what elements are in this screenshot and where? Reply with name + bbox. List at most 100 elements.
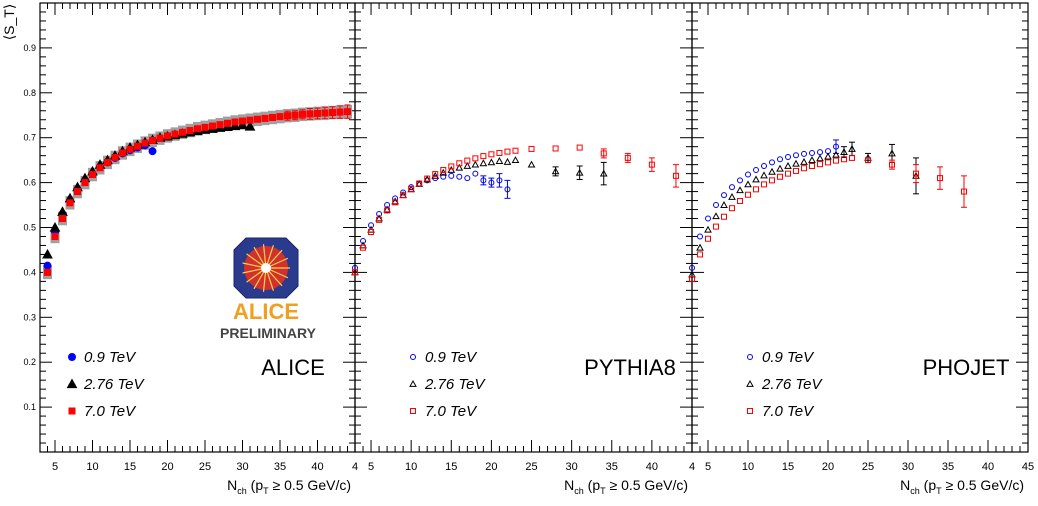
- data-point: [246, 116, 254, 124]
- legend-label: 7.0 TeV: [762, 403, 815, 420]
- data-point: [865, 157, 871, 164]
- series-276tev: [351, 156, 608, 276]
- data-point: [760, 171, 768, 179]
- data-point: [487, 158, 496, 166]
- data-point: [244, 120, 256, 131]
- y-tick-label: 0.8: [23, 88, 36, 98]
- data-point: [448, 172, 455, 179]
- data-point: [712, 212, 720, 220]
- data-point: [49, 221, 61, 232]
- panel-frame: [691, 2, 1029, 453]
- data-point: [237, 119, 248, 130]
- data-point: [96, 164, 104, 172]
- data-point: [913, 170, 919, 177]
- data-point: [696, 243, 704, 251]
- data-point: [480, 153, 487, 160]
- x-axis-title: Nch (pT ≥ 0.5 GeV/c): [564, 477, 688, 496]
- data-point: [194, 125, 201, 133]
- data-point: [432, 171, 439, 178]
- data-point: [576, 144, 583, 151]
- data-point: [599, 169, 608, 177]
- data-point: [720, 201, 728, 208]
- data-point: [496, 177, 503, 184]
- legend-label: 2.76 TeV: [424, 376, 486, 393]
- x-tick-label: 40: [646, 461, 658, 473]
- data-point: [472, 170, 479, 177]
- data-point: [809, 149, 815, 156]
- panel-pythia8: 5 10 15 20 25 30 35 40 4 0.9 TeV 2.76 TeV 7.0 TeV PY…: [351, 2, 695, 496]
- x-tick-label: 25: [199, 461, 211, 473]
- data-point: [776, 164, 784, 172]
- data-point: [164, 132, 171, 140]
- data-point: [456, 173, 463, 180]
- data-point: [817, 161, 823, 168]
- data-point: [392, 195, 399, 202]
- y-tick-label: 0.7: [23, 133, 36, 143]
- legend-label: 0.9 TeV: [84, 349, 137, 366]
- data-point: [306, 110, 314, 118]
- legend-label: 2.76 TeV: [761, 376, 823, 393]
- data-point: [503, 157, 512, 165]
- legend-marker: [68, 353, 76, 361]
- data-point: [800, 157, 808, 165]
- data-point: [472, 155, 479, 162]
- x-tick-label: 40: [982, 461, 994, 473]
- legend: 0.9 TeV 2.76 TeV 7.0 TeV: [66, 349, 145, 420]
- data-point: [769, 177, 775, 184]
- data-point: [801, 165, 807, 172]
- series-09tev: [689, 139, 839, 271]
- data-point: [793, 152, 799, 159]
- data-point: [156, 134, 164, 142]
- data-point: [575, 168, 584, 176]
- data-point: [817, 149, 823, 156]
- chart-panels: 5 10 15 20 25 30 35 40 4 0.1 0.2 0.3 0.4 0.5 0.6 0.7 0.8…: [23, 2, 1034, 496]
- x-tick-label: 5: [52, 461, 58, 473]
- data-point: [391, 197, 399, 205]
- data-point: [416, 180, 423, 187]
- data-point: [840, 148, 848, 155]
- data-point: [488, 179, 495, 186]
- data-point: [785, 170, 791, 177]
- data-point: [511, 156, 520, 164]
- data-point: [42, 248, 53, 259]
- x-axis-title: Nch (pT ≥ 0.5 GeV/c): [900, 477, 1024, 496]
- data-point: [745, 171, 751, 178]
- y-axis-title: ⟨S_T⟩: [1, 4, 17, 41]
- data-point: [44, 268, 51, 276]
- data-point: [737, 198, 743, 205]
- data-point: [231, 118, 239, 126]
- x-tick-label: 25: [525, 461, 537, 473]
- data-point: [344, 108, 351, 116]
- data-point: [769, 159, 775, 166]
- data-point: [689, 276, 695, 283]
- data-point: [74, 188, 81, 196]
- y-tick-label: 0.3: [23, 312, 36, 322]
- data-point: [171, 130, 179, 138]
- data-point: [384, 207, 391, 214]
- data-point: [66, 199, 74, 207]
- data-point: [729, 205, 735, 212]
- legend-label: 2.76 TeV: [83, 376, 145, 393]
- data-point: [648, 161, 655, 168]
- y-tick-label: 0.5: [23, 223, 36, 233]
- data-point: [761, 162, 767, 169]
- x-tick-label: 35: [942, 461, 954, 473]
- x-tick-label: 40: [311, 461, 323, 473]
- data-point: [463, 161, 472, 169]
- data-point: [504, 148, 511, 155]
- data-point: [456, 160, 463, 167]
- data-point: [824, 152, 832, 160]
- data-point: [761, 181, 767, 188]
- data-point: [849, 154, 855, 161]
- series-70tev: [44, 104, 351, 276]
- data-point: [229, 120, 241, 131]
- data-point: [737, 177, 743, 184]
- legend-label: 7.0 TeV: [425, 403, 478, 420]
- x-tick-label: 30: [902, 461, 914, 473]
- data-point: [464, 175, 471, 182]
- data-point: [495, 157, 504, 164]
- data-point: [269, 113, 276, 121]
- data-point: [736, 186, 744, 194]
- data-point: [179, 128, 186, 136]
